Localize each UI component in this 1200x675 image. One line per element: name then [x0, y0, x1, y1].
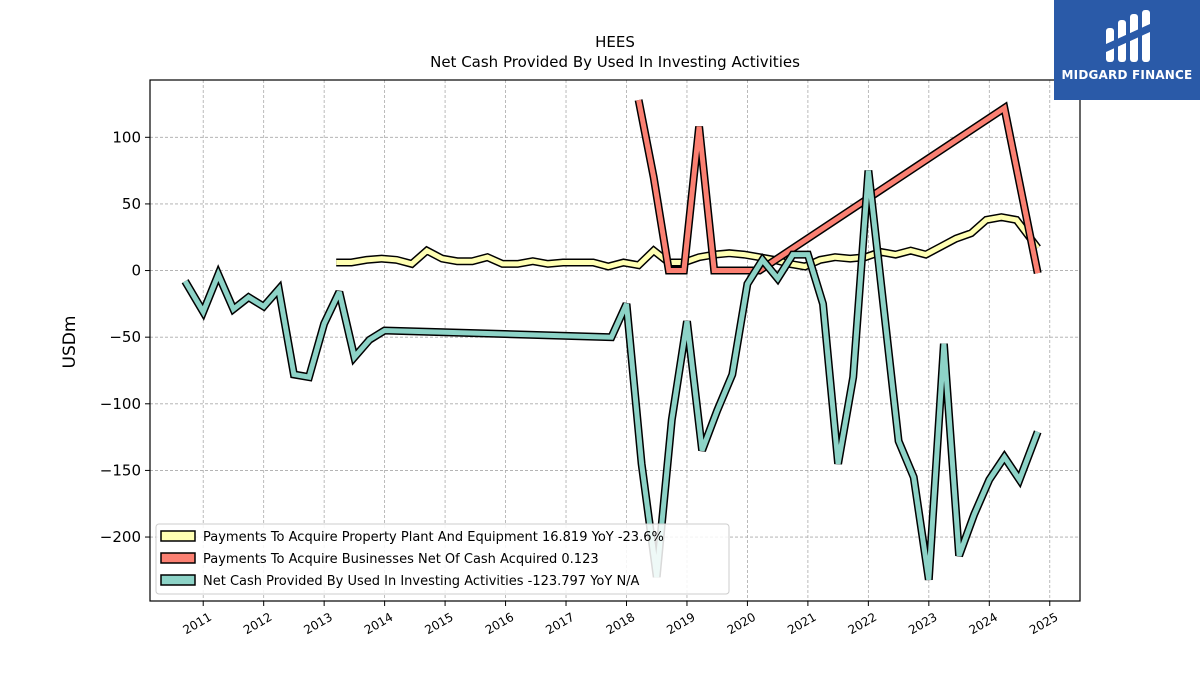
x-tick-label: 2015	[422, 610, 455, 637]
y-tick-label: −200	[100, 528, 141, 546]
plot-frame	[149, 79, 1081, 602]
legend-entry: Payments To Acquire Businesses Net Of Ca…	[203, 552, 599, 567]
legend-box	[155, 523, 730, 595]
chart-subtitle: Net Cash Provided By Used In Investing A…	[430, 53, 800, 71]
y-tick-label: −150	[100, 461, 141, 479]
brand-name: MIDGARD FINANCE	[1061, 68, 1193, 82]
x-tick-label: 2021	[785, 610, 818, 637]
legend-swatch	[160, 552, 196, 564]
legend-entry: Payments To Acquire Property Plant And E…	[203, 530, 664, 545]
x-tick-label: 2025	[1027, 610, 1060, 637]
legend-entry: Net Cash Provided By Used In Investing A…	[203, 574, 640, 589]
legend-swatch	[160, 530, 196, 542]
x-tick-label: 2024	[967, 610, 1000, 637]
y-tick-label: −100	[100, 395, 141, 413]
chart-title: HEES	[595, 33, 635, 51]
y-tick-label: 100	[112, 128, 141, 146]
y-tick-label: −50	[109, 328, 141, 346]
x-tick-label: 2023	[906, 610, 939, 637]
brand-logo: MIDGARD FINANCE	[1054, 0, 1200, 100]
series-line	[636, 99, 1041, 274]
y-tick-label: 0	[131, 262, 141, 280]
legend-swatch	[160, 574, 196, 586]
x-tick-label: 2022	[846, 610, 879, 637]
x-tick-label: 2017	[543, 610, 576, 637]
y-tick-label: 50	[122, 195, 141, 213]
brand-mark-icon	[1106, 10, 1150, 62]
x-tick-label: 2019	[664, 610, 697, 637]
series-outline	[181, 170, 1042, 581]
x-tick-label: 2014	[362, 610, 395, 637]
x-tick-label: 2020	[725, 610, 758, 637]
x-tick-label: 2012	[241, 610, 274, 637]
y-axis-label: USDm	[60, 316, 80, 369]
x-tick-label: 2011	[180, 610, 213, 637]
series-line	[182, 170, 1041, 581]
x-tick-label: 2016	[483, 610, 516, 637]
x-tick-label: 2013	[301, 610, 334, 637]
legend: Payments To Acquire Property Plant And E…	[155, 523, 730, 595]
x-tick-label: 2018	[604, 610, 637, 637]
series-layer	[181, 99, 1042, 581]
